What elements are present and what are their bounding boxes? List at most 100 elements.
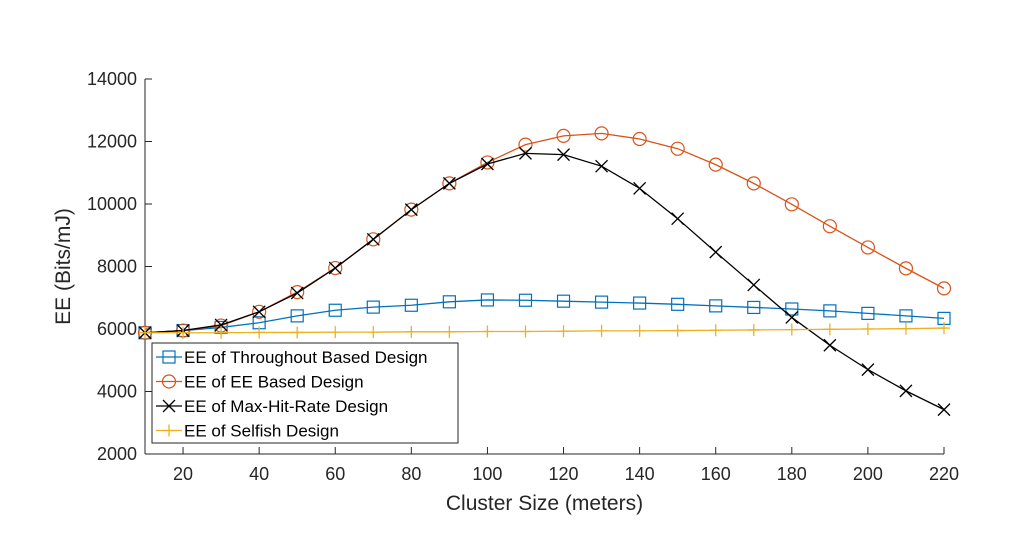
x-tick-label-9: 200 [853, 464, 883, 484]
legend-marker-2 [162, 399, 176, 413]
data-point-3-4 [291, 326, 304, 339]
data-point-0-8 [442, 295, 456, 309]
data-point-3-10 [519, 325, 532, 338]
data-point-2-9 [480, 157, 494, 171]
data-point-2-10 [519, 146, 532, 160]
data-point-1-16 [746, 176, 761, 191]
data-point-1-3 [252, 304, 267, 319]
y-tick-label-3: 8000 [97, 257, 137, 277]
data-point-0-9 [480, 293, 495, 307]
data-point-1-10 [518, 137, 533, 152]
data-point-1-13 [632, 131, 647, 147]
data-point-3-15 [709, 324, 722, 337]
data-point-0-6 [366, 300, 380, 314]
legend-marker-3 [163, 424, 175, 437]
legend-entry-1: EE of EE Based Design [156, 373, 364, 392]
x-tick-label-5: 120 [549, 464, 579, 484]
data-point-2-6 [366, 232, 380, 246]
series-3 [139, 322, 950, 339]
data-point-3-20 [899, 322, 912, 335]
legend-label-0: EE of Throughout Based Design [184, 348, 428, 367]
data-point-1-21 [936, 281, 952, 296]
data-point-0-15 [709, 299, 723, 313]
legend-entry-2: EE of Max-Hit-Rate Design [156, 397, 388, 416]
data-point-3-7 [405, 325, 418, 338]
series-line-3 [145, 327, 945, 334]
y-tick-label-6: 14000 [87, 69, 137, 89]
data-point-1-19 [860, 240, 876, 255]
data-point-1-6 [366, 232, 381, 247]
x-tick-label-10: 220 [929, 464, 959, 484]
x-tick-label-0: 20 [173, 464, 193, 484]
data-point-0-16 [747, 300, 761, 315]
data-point-1-11 [556, 128, 571, 143]
x-axis-label: Cluster Size (meters) [446, 492, 643, 515]
y-tick-label-4: 10000 [87, 194, 137, 214]
data-point-2-20 [899, 384, 913, 398]
data-point-0-20 [899, 309, 913, 323]
data-point-2-21 [937, 403, 951, 417]
data-point-3-6 [367, 326, 380, 339]
legend-label-3: EE of Selfish Design [184, 422, 339, 441]
data-point-2-4 [290, 286, 304, 300]
data-point-3-9 [481, 325, 494, 338]
x-tick-label-3: 80 [401, 464, 421, 484]
data-point-3-2 [215, 326, 228, 339]
data-point-1-4 [290, 285, 305, 300]
data-point-3-12 [595, 324, 608, 337]
data-point-1-5 [328, 260, 343, 276]
data-point-3-17 [785, 323, 798, 336]
data-point-0-5 [328, 303, 342, 317]
data-point-3-19 [861, 323, 874, 335]
y-tick-label-0: 2000 [97, 444, 137, 464]
x-tick-label-8: 180 [777, 464, 807, 484]
data-point-0-12 [594, 295, 609, 309]
data-point-0-17 [785, 302, 799, 316]
data-point-3-16 [747, 323, 760, 336]
series-line-2 [144, 152, 945, 411]
data-point-1-20 [898, 261, 914, 276]
data-point-2-3 [252, 305, 266, 319]
data-point-3-1 [177, 326, 190, 339]
legend-marker-0 [162, 350, 176, 364]
data-point-1-18 [822, 219, 837, 234]
data-point-3-21 [938, 322, 950, 335]
data-point-2-5 [328, 261, 342, 275]
data-point-2-7 [404, 203, 418, 217]
data-point-1-14 [670, 141, 685, 156]
data-point-3-8 [443, 325, 456, 338]
data-point-3-14 [671, 324, 684, 337]
data-point-0-11 [556, 294, 571, 308]
data-point-2-11 [557, 148, 570, 162]
y-tick-label-1: 4000 [97, 382, 137, 402]
data-point-2-14 [671, 212, 685, 226]
data-point-0-10 [518, 293, 533, 307]
data-point-2-15 [709, 245, 723, 259]
data-point-1-7 [404, 202, 419, 217]
data-point-3-3 [253, 326, 266, 339]
legend: EE of Throughout Based Design EE of EE Ba… [151, 342, 459, 444]
data-point-0-19 [861, 306, 875, 320]
legend-marker-1 [161, 374, 177, 389]
data-point-0-18 [823, 304, 837, 318]
x-tick-label-1: 40 [249, 464, 269, 484]
data-point-1-17 [784, 197, 799, 212]
x-tick-label-6: 140 [625, 464, 655, 484]
data-point-2-19 [861, 363, 875, 377]
data-point-0-4 [290, 309, 304, 323]
data-point-2-17 [785, 310, 799, 324]
series-0 [138, 293, 951, 340]
data-point-1-12 [594, 126, 609, 141]
data-point-3-13 [633, 324, 646, 337]
data-point-0-13 [633, 296, 647, 310]
data-point-1-15 [708, 157, 723, 172]
data-point-0-7 [404, 298, 418, 312]
x-tick-label-2: 60 [325, 464, 345, 484]
data-point-0-14 [671, 297, 685, 311]
x-tick-label-4: 100 [472, 464, 502, 484]
data-point-3-11 [557, 325, 570, 338]
series-2 [138, 146, 951, 417]
legend-box [151, 342, 459, 444]
